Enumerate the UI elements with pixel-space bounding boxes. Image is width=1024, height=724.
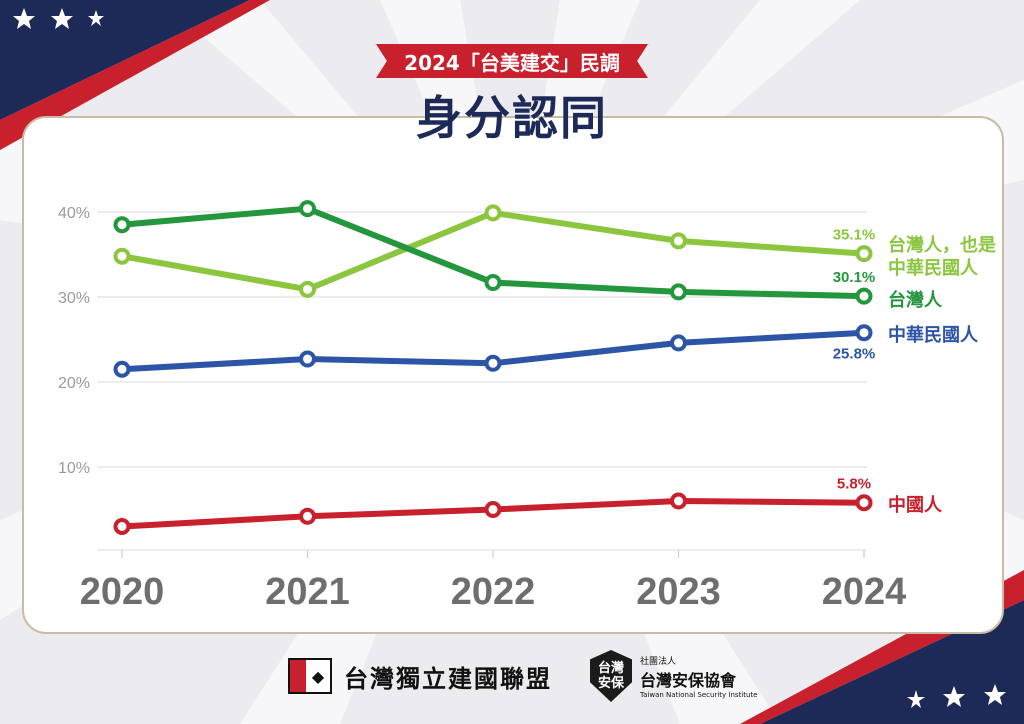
data-point xyxy=(113,216,131,234)
data-label: 30.1% xyxy=(833,269,876,286)
data-point xyxy=(855,287,873,305)
data-point xyxy=(855,324,873,342)
y-tick-label: 20% xyxy=(58,375,90,392)
x-tick-label: 2020 xyxy=(80,571,165,613)
data-point xyxy=(670,492,687,510)
data-point xyxy=(113,518,131,535)
series-label: 台灣人 xyxy=(888,289,943,311)
org2-english-name: Taiwan National Security Institute xyxy=(640,690,758,699)
org2-logo: 台灣 安保 社團法人 台灣安保協會 Taiwan National Securi… xyxy=(590,646,757,706)
survey-banner: 2024「台美建交」民調 xyxy=(376,44,648,78)
series-label: 台灣人，也是 xyxy=(888,234,996,256)
data-point xyxy=(299,507,316,525)
data-point xyxy=(855,494,873,512)
y-tick-label: 40% xyxy=(58,205,90,222)
page-title: 身分認同 xyxy=(416,91,608,145)
shield-icon: 台灣 安保 xyxy=(590,650,632,702)
data-point xyxy=(113,360,131,378)
x-tick-label: 2022 xyxy=(451,571,536,613)
data-point xyxy=(670,283,687,301)
data-label: 35.1% xyxy=(833,227,876,244)
flag-icon: ◆ xyxy=(288,658,332,694)
chart-card xyxy=(22,116,1004,634)
line-chart: 10% 20% 30% 40% 2020 2021 2022 2023 2024 35.1% 台灣人… xyxy=(58,200,996,613)
org1-logo: ◆ 台灣獨立建國聯盟 xyxy=(288,646,552,706)
y-tick-label: 30% xyxy=(58,290,90,307)
star-icon xyxy=(13,8,1006,708)
data-point xyxy=(299,200,316,218)
data-point xyxy=(113,247,131,265)
org2-name: 台灣安保協會 xyxy=(640,670,737,690)
data-point xyxy=(484,274,502,292)
data-point xyxy=(484,204,502,222)
org2-type: 社團法人 xyxy=(640,656,677,667)
data-point xyxy=(855,245,873,263)
data-point xyxy=(484,501,502,518)
org1-name: 台灣獨立建國聯盟 xyxy=(344,663,552,693)
y-tick-label: 10% xyxy=(58,460,90,477)
x-tick-label: 2024 xyxy=(822,571,907,613)
data-point xyxy=(670,232,687,250)
data-label: 25.8% xyxy=(833,346,876,363)
data-label: 5.8% xyxy=(837,476,871,493)
series-label: 中華民國人 xyxy=(888,257,979,279)
x-tick-label: 2023 xyxy=(636,571,721,613)
data-point xyxy=(299,350,316,368)
data-point xyxy=(484,354,502,372)
data-point xyxy=(299,280,316,298)
series-label: 中華民國人 xyxy=(888,324,979,346)
data-point xyxy=(670,334,687,352)
series-label: 中國人 xyxy=(888,494,943,516)
x-tick-label: 2021 xyxy=(265,571,350,613)
